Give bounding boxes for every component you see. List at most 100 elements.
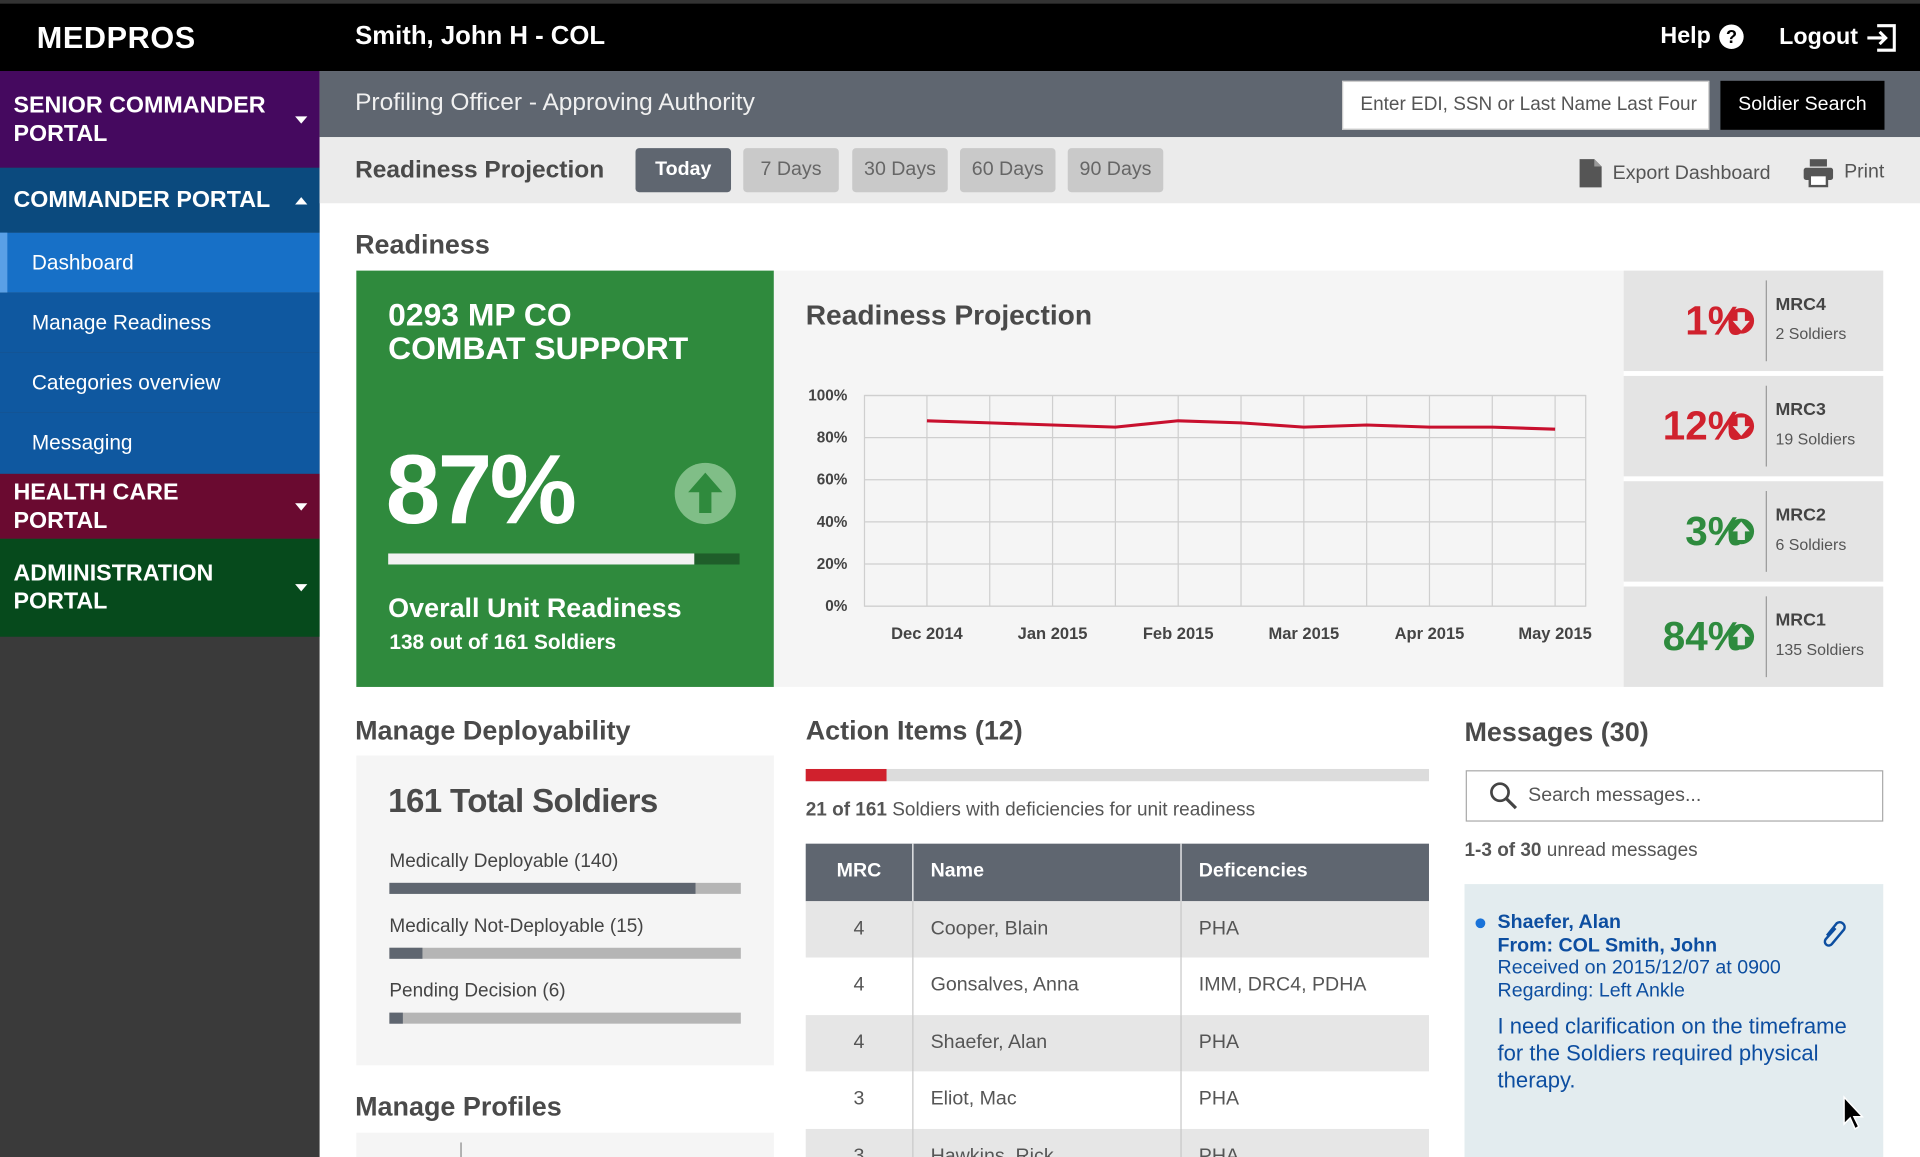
trend-icon	[1728, 307, 1755, 334]
y-tick-label: 80%	[817, 430, 848, 447]
table-cell: 3	[806, 1128, 914, 1157]
mrc-soldiers: 135 Soldiers	[1775, 640, 1865, 659]
section-label: COMMANDER PORTAL	[13, 187, 271, 214]
deploy-label: Pending Decision (6)	[389, 981, 565, 1003]
senior-commander-portal[interactable]: SENIOR COMMANDER PORTAL	[0, 71, 320, 168]
message-count: 1-3 of 30 unread messages	[1464, 840, 1697, 862]
logout-text: Logout	[1779, 24, 1858, 51]
svg-text:?: ?	[1726, 26, 1737, 47]
nav-dashboard[interactable]: Dashboard	[0, 232, 320, 293]
table-row[interactable]: 4 Cooper, Blain PHA	[805, 900, 1429, 958]
deploy-fill	[389, 947, 423, 959]
message-meta: Shaefer, Alan From: COL Smith, John Rece…	[1498, 912, 1853, 1093]
message-body: I need clarification on the timeframe fo…	[1497, 1013, 1847, 1093]
divider	[1765, 491, 1767, 572]
logo[interactable]: MEDPROS	[36, 20, 196, 56]
table-cell: Shaefer, Alan	[913, 1014, 1182, 1072]
trend-arrow	[1732, 626, 1750, 646]
deployability-heading: Manage Deployability	[355, 715, 631, 746]
print[interactable]: Print	[1802, 158, 1884, 188]
mrc-name: MRC2	[1775, 505, 1826, 526]
table-header: MRC Name Deficencies	[805, 843, 1429, 901]
table-row[interactable]: 4 Shaefer, Alan PHA	[805, 1014, 1429, 1072]
soldier-search-button[interactable]: Soldier Search	[1720, 80, 1885, 130]
unit-progress-fill	[388, 553, 694, 565]
attachment-icon	[1823, 921, 1846, 947]
x-tick-label: Mar 2015	[1268, 624, 1339, 643]
total-soldiers: 161 Total Soldiers	[388, 782, 658, 820]
count-bold: 1-3 of 30	[1464, 840, 1542, 861]
table-cell: Eliot, Mac	[913, 1071, 1182, 1129]
unit-progress-track	[388, 553, 740, 565]
export-dashboard[interactable]: Export Dashboard	[1578, 158, 1771, 189]
y-tick-label: 40%	[817, 514, 848, 531]
table-cell: 4	[806, 957, 914, 1015]
deploy-track	[389, 947, 741, 959]
mrc-soldiers: 19 Soldiers	[1775, 429, 1856, 449]
nav-categories-overview[interactable]: Categories overview	[0, 352, 320, 413]
administration-portal[interactable]: ADMINISTRATION PORTAL	[0, 538, 320, 637]
chart: Readiness Projection 0% 20% 40% 60% 80% 100% D…	[806, 299, 1592, 643]
deploy-count: (6)	[542, 980, 566, 1002]
help-link[interactable]: Help ?	[1660, 23, 1745, 50]
unit-card: 0293 MP CO COMBAT SUPPORT 87% Overall Un…	[356, 270, 774, 687]
y-tick-label: 60%	[817, 472, 848, 489]
mrc-card: 1% MRC4 2 Soldiers	[1623, 270, 1884, 372]
mrc-soldiers: 6 Soldiers	[1775, 535, 1847, 554]
message-received: Received on 2015/12/07 at 0900	[1497, 957, 1781, 979]
th[interactable]: MRC	[806, 843, 914, 901]
x-tick-label: Apr 2015	[1395, 624, 1465, 643]
mrc-card: 3% MRC2 6 Soldiers	[1623, 481, 1884, 582]
tab[interactable]: 90 Days	[1067, 148, 1164, 193]
unit-percent: 87%	[385, 434, 577, 544]
mrc-name: MRC1	[1775, 611, 1826, 631]
trend-up-icon	[674, 462, 736, 525]
tab[interactable]: 60 Days	[960, 148, 1056, 193]
print-icon	[1803, 159, 1834, 188]
tab[interactable]: 30 Days	[852, 148, 948, 193]
table-cell: Gonsalves, Anna	[913, 957, 1182, 1015]
x-tick-label: Feb 2015	[1143, 624, 1214, 643]
logout-icon	[1867, 24, 1897, 52]
subheader: Profiling Officer - Approving Authority …	[319, 71, 1920, 138]
tab[interactable]: Today	[635, 148, 732, 193]
y-tick-label: 20%	[817, 556, 848, 573]
table-row[interactable]: 3 Hawkins, Rick PHA	[805, 1128, 1429, 1157]
commander-portal[interactable]: COMMANDER PORTAL	[0, 167, 320, 233]
message-card[interactable]: Shaefer, Alan From: COL Smith, John Rece…	[1464, 884, 1884, 1157]
section-label: ADMINISTRATION PORTAL	[13, 560, 214, 615]
series-line	[926, 419, 1556, 431]
unit-name-line: 0293 MP CO	[388, 296, 572, 334]
chart-title: Readiness Projection	[806, 299, 1092, 330]
export-text: Export Dashboard	[1612, 162, 1771, 184]
th[interactable]: Name	[913, 843, 1182, 901]
table-cell: PHA	[1198, 1088, 1240, 1110]
table-row[interactable]: 4 Gonsalves, Anna IMM, DRC4, PDHA	[805, 957, 1429, 1015]
deploy-label: Medically Deployable (140)	[389, 851, 618, 873]
tab[interactable]: 7 Days	[743, 148, 839, 193]
nav-messaging[interactable]: Messaging	[0, 412, 320, 474]
unit-caption: Overall Unit Readiness	[388, 592, 682, 624]
th[interactable]: Deficencies	[1198, 860, 1308, 882]
message-from: From: COL Smith, John	[1497, 934, 1718, 956]
trend-icon	[1728, 413, 1755, 439]
trend-icon	[1728, 518, 1755, 545]
health-care-portal[interactable]: HEALTH CARE PORTAL	[0, 473, 320, 539]
action-items-heading: Action Items (12)	[805, 715, 1023, 746]
unit-name: 0293 MP CO COMBAT SUPPORT	[388, 296, 688, 365]
unit-soldiers: 138 out of 161 Soldiers	[389, 630, 617, 654]
help-text: Help	[1660, 23, 1711, 49]
soldier-search-input[interactable]: Enter EDI, SSN or Last Name Last Four	[1342, 80, 1710, 130]
messages-heading: Messages (30)	[1464, 716, 1649, 747]
section-label: SENIOR COMMANDER PORTAL	[13, 92, 266, 147]
message-search[interactable]: Search messages...	[1465, 770, 1884, 822]
nav-manage-readiness[interactable]: Manage Readiness	[0, 292, 320, 353]
user-name: Smith, John H - COL	[355, 22, 606, 51]
divider	[1765, 596, 1767, 678]
logout-link[interactable]: Logout	[1779, 23, 1897, 52]
sidebar: SENIOR COMMANDER PORTAL COMMANDER PORTAL…	[0, 71, 320, 1157]
table-row[interactable]: 3 Eliot, Mac PHA	[805, 1071, 1429, 1129]
mrc-name: MRC4	[1775, 295, 1826, 315]
